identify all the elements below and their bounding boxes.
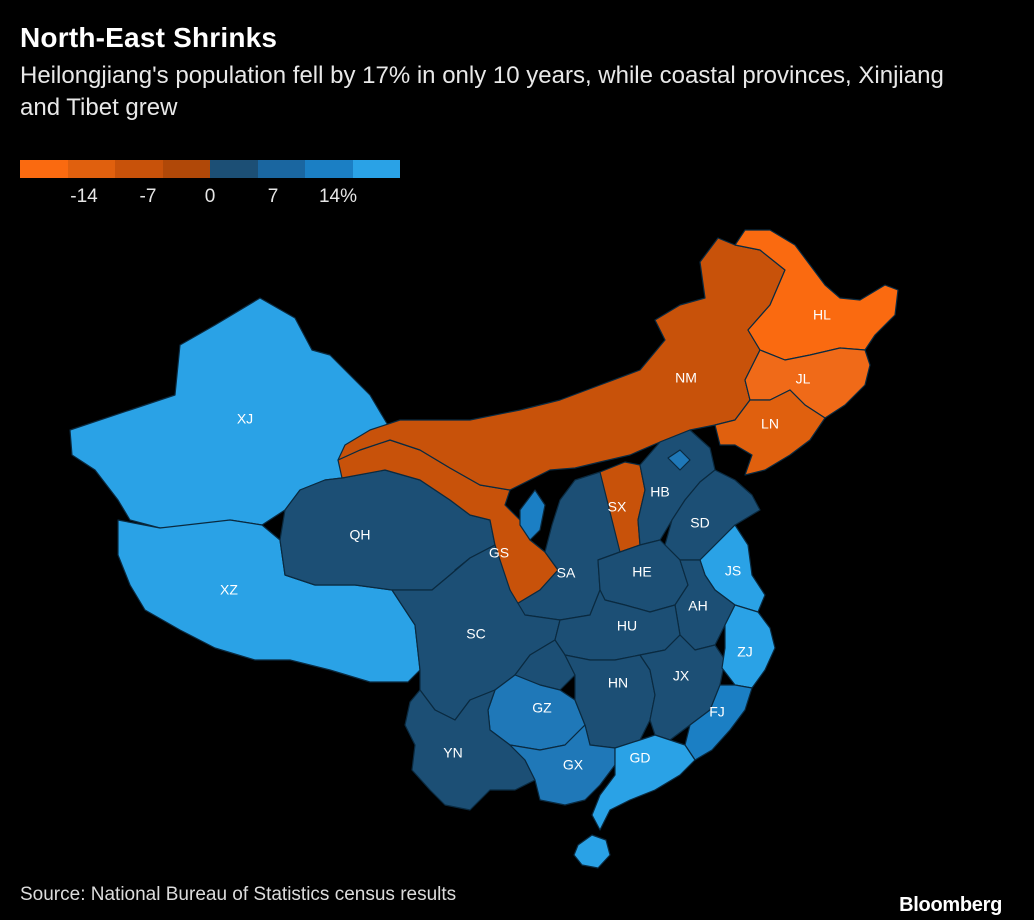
legend-tick: 7 bbox=[267, 186, 279, 207]
legend-color-segment bbox=[210, 160, 258, 178]
label-ah: AH bbox=[688, 598, 707, 614]
legend-tick: 0 bbox=[204, 186, 216, 207]
legend-color-bar bbox=[20, 160, 400, 178]
province-guangdong bbox=[591, 734, 696, 831]
label-fj: FJ bbox=[709, 704, 725, 720]
label-sd: SD bbox=[690, 515, 709, 531]
label-hl: HL bbox=[813, 307, 831, 323]
legend-color-segment bbox=[20, 160, 68, 178]
label-gd: GD bbox=[630, 750, 651, 766]
label-xj: XJ bbox=[237, 411, 253, 427]
legend-ticks: -14 -7 0 7 14% bbox=[20, 186, 400, 210]
legend-color-segment bbox=[67, 160, 115, 178]
label-gs: GS bbox=[489, 545, 509, 561]
province-fujian bbox=[684, 684, 753, 761]
province-liaoning bbox=[714, 389, 826, 476]
label-nm: NM bbox=[675, 370, 697, 386]
color-legend: -14 -7 0 7 14% bbox=[20, 160, 400, 210]
province-zhejiang bbox=[721, 604, 776, 689]
legend-color-segment bbox=[352, 160, 400, 178]
label-zj: ZJ bbox=[737, 644, 753, 660]
legend-color-segment bbox=[115, 160, 163, 178]
label-hn: HN bbox=[608, 675, 628, 691]
legend-color-segment bbox=[257, 160, 305, 178]
legend-color-segment bbox=[162, 160, 210, 178]
province-heilongjiang bbox=[734, 229, 899, 361]
label-sa: SA bbox=[557, 565, 576, 581]
label-js: JS bbox=[725, 563, 741, 579]
region-hainan bbox=[573, 834, 611, 869]
bloomberg-logo: Bloomberg bbox=[899, 894, 1002, 916]
label-sc: SC bbox=[466, 626, 485, 642]
label-xz: XZ bbox=[220, 582, 238, 598]
region-beijing bbox=[667, 449, 691, 471]
province-anhui bbox=[674, 559, 736, 651]
province-guangxi bbox=[509, 724, 616, 806]
chart-subtitle: Heilongjiang's population fell by 17% in… bbox=[20, 62, 944, 121]
province-hunan bbox=[564, 654, 656, 749]
label-jx: JX bbox=[673, 668, 690, 684]
province-yunnan bbox=[404, 689, 536, 811]
label-qh: QH bbox=[350, 527, 371, 543]
label-hb: HB bbox=[650, 484, 669, 500]
label-yn: YN bbox=[443, 745, 462, 761]
label-hu: HU bbox=[617, 618, 637, 634]
label-sx: SX bbox=[608, 499, 627, 515]
legend-tick: -14 bbox=[70, 186, 98, 207]
label-jl: JL bbox=[796, 371, 811, 387]
province-tibet bbox=[117, 519, 421, 683]
legend-tick: 14% bbox=[318, 186, 358, 207]
label-he: HE bbox=[632, 564, 651, 580]
label-gz: GZ bbox=[532, 700, 552, 716]
legend-tick: -7 bbox=[139, 186, 157, 207]
label-gx: GX bbox=[563, 757, 584, 773]
source-note: Source: National Bureau of Statistics ce… bbox=[20, 884, 457, 905]
legend-color-segment bbox=[305, 160, 353, 178]
region-ningxia bbox=[519, 489, 546, 541]
label-ln: LN bbox=[761, 416, 779, 432]
chart-title: North-East Shrinks bbox=[20, 22, 278, 53]
